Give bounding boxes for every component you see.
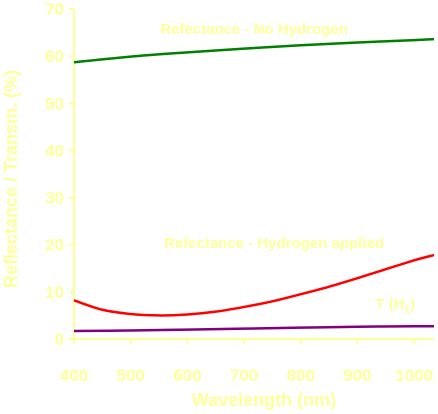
series-label-0: Refectance - No Hydrogen [160,21,348,38]
series-label-1: Refectance - Hydrogen applied [164,235,384,252]
y-tick-label: 50 [45,94,64,113]
y-tick-label: 10 [45,283,64,302]
x-tick-label: 1000 [395,366,433,385]
series-label-2: T (H2) [375,296,415,316]
y-tick-label: 0 [55,330,64,349]
axes: 0 10 20 30 40 50 60 70 400 500 600 700 800 900 1000 [45,0,434,385]
series-line-2 [73,324,435,333]
x-tick-label: 600 [173,366,201,385]
annotations: Refectance - No Hydrogen Refectance - Hyd… [160,21,415,316]
x-tick-label: 900 [343,366,371,385]
y-tick-label: 70 [45,0,64,19]
x-tick-label: 700 [230,366,258,385]
series-line-0 [73,37,435,64]
y-tick-label: 40 [45,141,64,160]
series-line-1 [73,253,435,317]
x-tick-label: 500 [117,366,145,385]
y-tick-label: 30 [45,189,64,208]
x-tick-label: 800 [287,366,315,385]
y-tick-label: 20 [45,236,64,255]
x-tick-label: 400 [60,366,88,385]
y-axis-title: Reflectance / Transm. (%) [1,70,21,288]
series-group [73,37,435,333]
x-axis-title: Wavelength (nm) [192,390,336,410]
y-tick-label: 60 [45,47,64,66]
